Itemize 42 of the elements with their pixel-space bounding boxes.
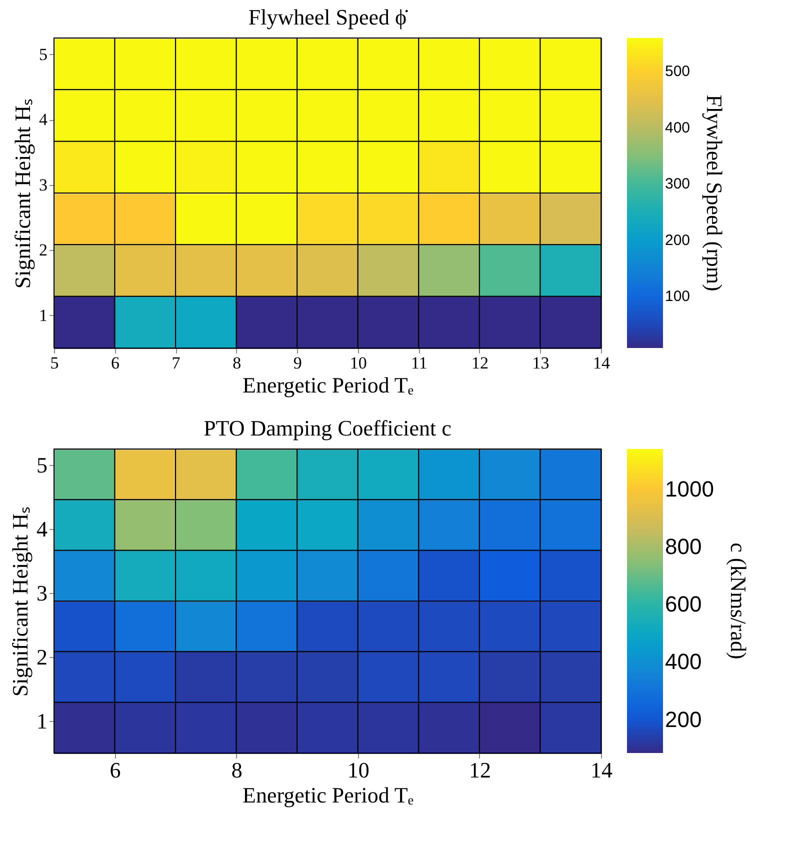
color-bar-title: Flywheel Speed (rpm) bbox=[702, 94, 727, 292]
color-bar-label: 800 bbox=[665, 534, 702, 559]
x-tick-label: 6 bbox=[111, 354, 120, 372]
color-bar-label: 500 bbox=[665, 63, 690, 80]
x-tick-label: 12 bbox=[471, 354, 488, 372]
y-tick-label: 3 bbox=[36, 580, 48, 606]
x-tick-label: 10 bbox=[350, 354, 367, 372]
y-tick-label: 5 bbox=[36, 452, 48, 478]
y-tick-label: 4 bbox=[36, 516, 48, 542]
y-axis-title: Significant Height Hₛ bbox=[10, 98, 35, 289]
color-bar-label: 200 bbox=[665, 232, 690, 249]
y-axis-title: Significant Height Hₛ bbox=[8, 506, 32, 697]
chart-title: PTO Damping Coefficient c bbox=[204, 416, 452, 440]
y-tick-label: 1 bbox=[39, 306, 48, 325]
x-tick-label: 8 bbox=[231, 758, 242, 782]
y-tick-label: 2 bbox=[39, 240, 48, 260]
color-bar-label: 100 bbox=[665, 288, 690, 306]
x-tick-label: 13 bbox=[532, 354, 550, 372]
y-tick-label: 4 bbox=[39, 110, 48, 130]
color-bar-label: 400 bbox=[665, 119, 690, 136]
x-tick-label: 11 bbox=[410, 354, 428, 372]
x-tick-label: 14 bbox=[590, 758, 612, 782]
x-tick-label: 8 bbox=[232, 354, 242, 372]
x-tick-label: 12 bbox=[468, 758, 491, 782]
chart-title: Flywheel Speed ϕ̇ bbox=[248, 4, 409, 30]
x-axis-title: Energetic Period Tₑ bbox=[242, 782, 414, 808]
x-tick-label: 14 bbox=[593, 354, 610, 372]
x-axis-title: Energetic Period Tₑ bbox=[242, 372, 414, 398]
y-tick-label: 5 bbox=[39, 44, 48, 64]
x-tick-label: 9 bbox=[293, 354, 302, 372]
y-tick-label: 3 bbox=[39, 175, 48, 194]
x-tick-label: 6 bbox=[110, 758, 121, 782]
y-tick-label: 2 bbox=[36, 644, 48, 670]
color-bar-label: 400 bbox=[665, 649, 702, 674]
x-tick-label: 7 bbox=[172, 354, 181, 372]
color-bar-title: c (kNms/rad) bbox=[726, 542, 751, 660]
color-bar-label: 200 bbox=[665, 706, 702, 732]
y-tick-label: 1 bbox=[36, 708, 48, 734]
x-tick-label: 10 bbox=[347, 758, 370, 782]
color-bar-label: 1000 bbox=[665, 476, 714, 502]
color-bar-label: 300 bbox=[665, 176, 690, 193]
color-bar-label: 600 bbox=[665, 592, 702, 617]
